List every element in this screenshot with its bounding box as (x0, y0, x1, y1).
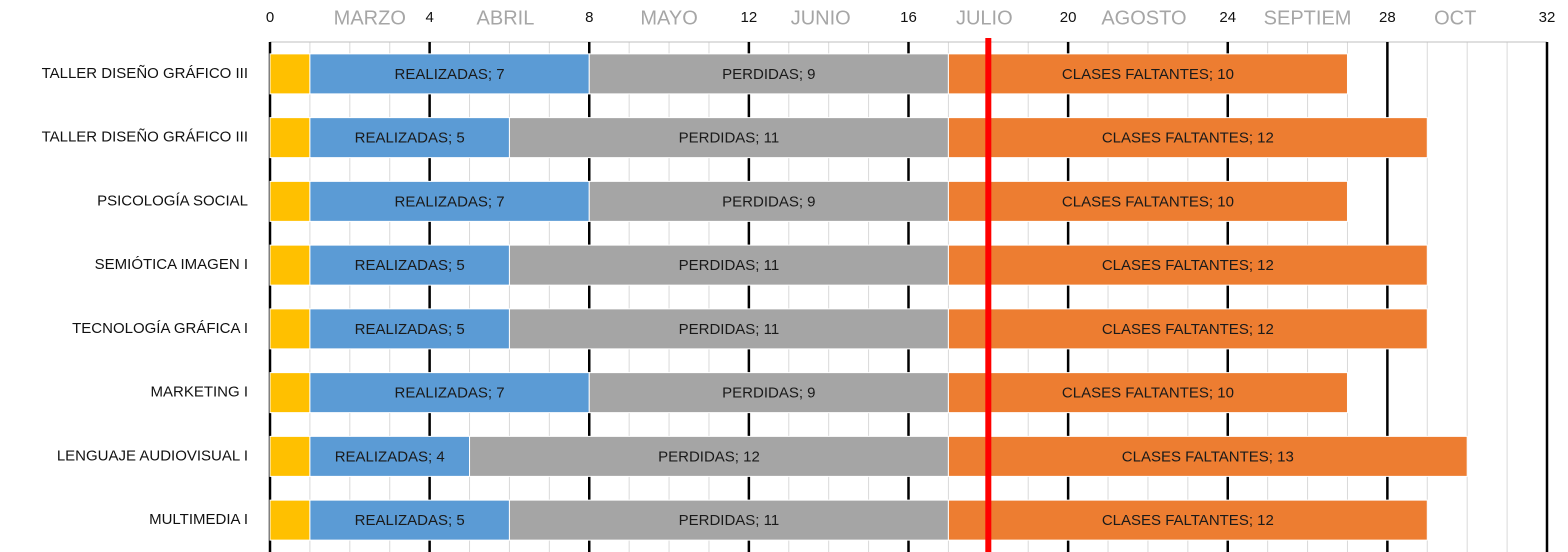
x-tick-label: 0 (266, 9, 274, 26)
data-label: REALIZADAS; 7 (395, 66, 505, 83)
data-label: CLASES FALTANTES; 10 (1062, 66, 1234, 83)
bar-segment (947, 244, 1428, 286)
y-tick-label: SEMIÓTICA IMAGEN I (95, 256, 248, 273)
data-label: PERDIDAS; 11 (679, 130, 780, 147)
data-label: PERDIDAS; 11 (679, 512, 780, 529)
y-tick-label: PSICOLOGÍA SOCIAL (97, 192, 248, 209)
bar-segment (309, 244, 510, 286)
data-label: REALIZADAS; 7 (395, 193, 505, 210)
y-tick-label: TECNOLOGÍA GRÁFICA I (72, 320, 248, 337)
data-label: PERDIDAS; 12 (658, 448, 760, 465)
bar-segment (947, 53, 1348, 95)
data-label: PERDIDAS; 11 (679, 257, 780, 274)
bar-segment (588, 53, 949, 95)
bar-segment (269, 499, 311, 541)
y-tick-label: TALLER DISEÑO GRÁFICO III (42, 65, 248, 82)
y-tick-label: TALLER DISEÑO GRÁFICO III (42, 129, 248, 146)
x-tick-label: 12 (741, 9, 758, 26)
data-label: PERDIDAS; 11 (679, 321, 780, 338)
data-label: CLASES FALTANTES; 12 (1102, 257, 1274, 274)
bar-segment (309, 308, 510, 350)
x-tick-label: 8 (585, 9, 593, 26)
data-label: CLASES FALTANTES; 12 (1102, 130, 1274, 147)
month-label: JULIO (956, 7, 1013, 29)
data-label: PERDIDAS; 9 (722, 66, 815, 83)
bar-segment (269, 308, 311, 350)
bar-segment (508, 308, 949, 350)
x-tick-label: 24 (1219, 9, 1236, 26)
x-tick-label: 20 (1060, 9, 1077, 26)
x-tick-label: 16 (900, 9, 917, 26)
data-label: CLASES FALTANTES; 12 (1102, 321, 1274, 338)
bar-segment (269, 435, 311, 477)
bar-segment (508, 499, 949, 541)
bar-segment (588, 372, 949, 414)
bar-segment (469, 435, 949, 477)
bar-segment (309, 372, 590, 414)
bar-segment (269, 372, 311, 414)
data-label: REALIZADAS; 7 (395, 385, 505, 402)
bar-segment (947, 180, 1348, 222)
y-tick-label: LENGUAJE AUDIOVISUAL I (57, 447, 248, 464)
data-label: REALIZADAS; 5 (355, 130, 465, 147)
bar-segment (947, 435, 1468, 477)
data-label: REALIZADAS; 5 (355, 257, 465, 274)
data-label: REALIZADAS; 5 (355, 512, 465, 529)
bar-segment (269, 117, 311, 159)
data-label: CLASES FALTANTES; 13 (1122, 448, 1294, 465)
bar-segment (947, 499, 1428, 541)
bar-segment (269, 244, 311, 286)
bar-segment (309, 499, 510, 541)
data-label: PERDIDAS; 9 (722, 193, 815, 210)
month-label: AGOSTO (1101, 7, 1186, 29)
bar-segment (947, 117, 1428, 159)
bar-segment (269, 53, 311, 95)
x-tick-label: 28 (1379, 9, 1396, 26)
month-label: MARZO (334, 7, 406, 29)
y-tick-label: MULTIMEDIA I (149, 511, 248, 528)
data-label: CLASES FALTANTES; 12 (1102, 512, 1274, 529)
x-tick-label: 32 (1539, 9, 1556, 26)
data-label: PERDIDAS; 9 (722, 385, 815, 402)
x-tick-label: 4 (425, 9, 433, 26)
month-label: ABRIL (477, 7, 535, 29)
bar-segment (508, 244, 949, 286)
y-tick-label: MARKETING I (150, 384, 248, 401)
month-label: OCT (1434, 7, 1476, 29)
data-label: REALIZADAS; 5 (355, 321, 465, 338)
bar-segment (508, 117, 949, 159)
data-label: CLASES FALTANTES; 10 (1062, 385, 1234, 402)
data-label: REALIZADAS; 4 (335, 448, 445, 465)
bar-segment (947, 308, 1428, 350)
bar-segment (947, 372, 1348, 414)
month-label: SEPTIEM (1264, 7, 1352, 29)
month-label: MAYO (640, 7, 697, 29)
month-label: JUNIO (791, 7, 851, 29)
bar-segment (309, 117, 510, 159)
bar-segment (309, 53, 590, 95)
bar-segment (309, 435, 471, 477)
data-label: CLASES FALTANTES; 10 (1062, 193, 1234, 210)
bar-segment (269, 180, 311, 222)
